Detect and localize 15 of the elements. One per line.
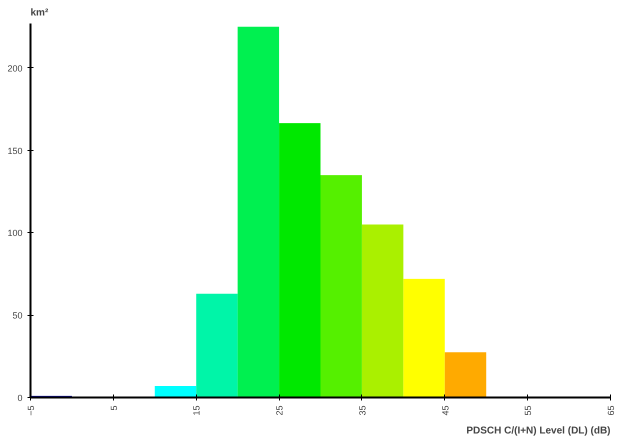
x-tick-label: −5 [26,405,36,416]
x-tick-label: 45 [440,405,450,416]
y-tick-label: 100 [7,228,23,238]
y-tick-label: 200 [7,63,23,74]
x-tick-label: 15 [192,405,202,416]
x-tick-label: 25 [274,405,285,416]
y-tick-label: 50 [12,310,23,321]
x-tick-label: 5 [108,405,119,411]
y-axis-title: km² [30,8,49,18]
x-tick-label: 55 [523,405,534,416]
y-tick-label: 150 [7,146,23,156]
x-tick-label: 35 [357,405,368,416]
x-tick-label: 65 [606,405,616,416]
x-axis-title: PDSCH C/(I+N) Level (DL) (dB) [466,426,610,436]
y-tick-label: 0 [17,393,23,403]
